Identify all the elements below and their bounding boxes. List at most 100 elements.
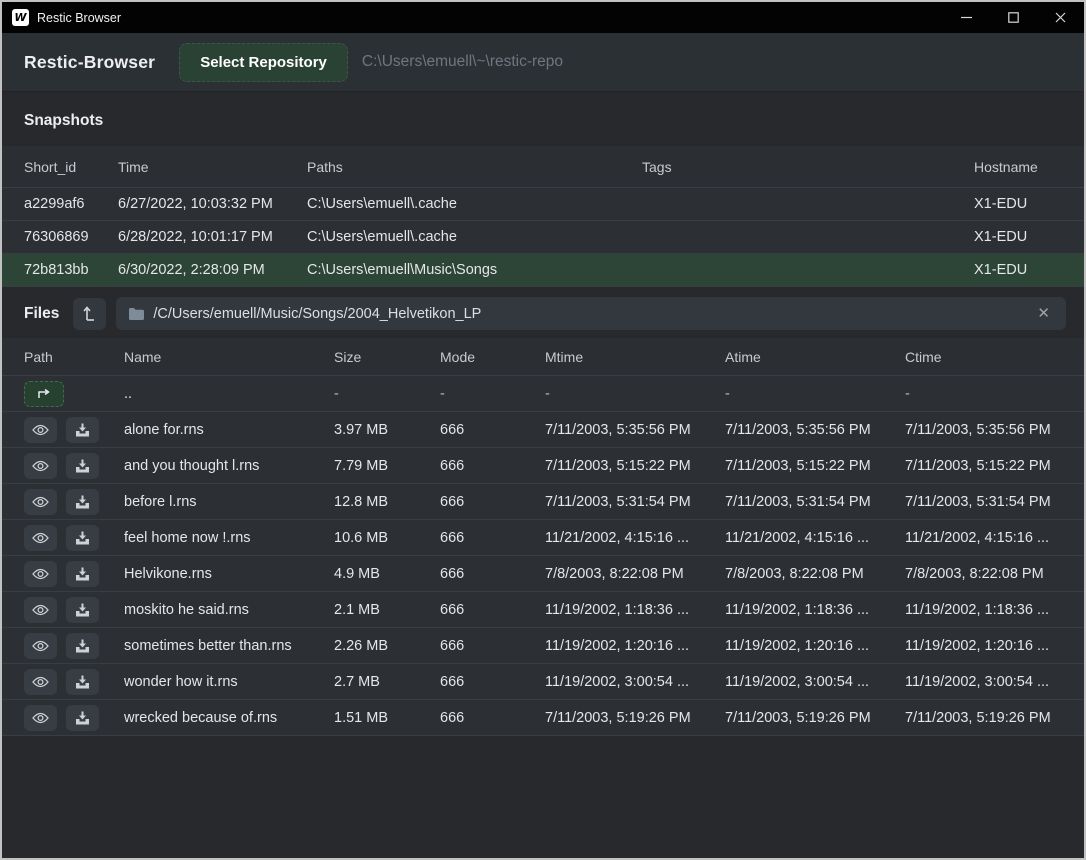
download-file-button[interactable] xyxy=(66,524,99,551)
repository-path: C:\Users\emuell\~\restic-repo xyxy=(361,53,564,70)
file-size: 12.8 MB xyxy=(334,493,388,510)
go-parent-directory-button[interactable] xyxy=(24,380,64,407)
wails-logo-icon: W xyxy=(12,9,29,26)
col-mode: Mode xyxy=(440,348,476,365)
snapshot-hostname: X1-EDU xyxy=(974,229,1028,245)
select-repository-button[interactable]: Select Repository xyxy=(179,42,348,82)
eye-icon xyxy=(32,712,49,723)
file-ctime: 11/21/2002, 4:15:16 ... xyxy=(905,529,1050,546)
file-size: 2.1 MB xyxy=(334,601,380,618)
col-time: Time xyxy=(118,158,149,175)
files-path-input[interactable]: /C/Users/emuell/Music/Songs/2004_Helveti… xyxy=(116,297,1066,330)
parent-directory-icon xyxy=(38,388,50,398)
snapshot-paths: C:\Users\emuell\.cache xyxy=(307,196,457,212)
col-tags: Tags xyxy=(642,158,672,175)
close-button[interactable] xyxy=(1037,2,1084,33)
file-mtime: 11/19/2002, 3:00:54 ... xyxy=(545,673,690,690)
window-title: Restic Browser xyxy=(37,10,122,25)
snapshots-table-body: a2299af6 6/27/2022, 10:03:32 PM C:\Users… xyxy=(2,188,1084,287)
file-atime: 11/21/2002, 4:15:16 ... xyxy=(725,529,870,546)
file-row[interactable]: Helvikone.rns 4.9 MB 666 7/8/2003, 8:22:… xyxy=(2,556,1084,592)
file-mode: 666 xyxy=(440,637,465,654)
download-file-button[interactable] xyxy=(66,560,99,587)
download-file-button[interactable] xyxy=(66,416,99,443)
parent-directory-row: .. - - - - - xyxy=(2,376,1084,412)
file-size: 2.7 MB xyxy=(334,673,380,690)
preview-file-button[interactable] xyxy=(24,524,57,551)
file-mtime: 7/11/2003, 5:35:56 PM xyxy=(545,421,691,438)
minimize-icon xyxy=(961,16,972,19)
files-path-value: /C/Users/emuell/Music/Songs/2004_Helveti… xyxy=(153,305,482,322)
file-mtime: 7/11/2003, 5:19:26 PM xyxy=(545,709,691,726)
download-file-button[interactable] xyxy=(66,488,99,515)
file-row[interactable]: wonder how it.rns 2.7 MB 666 11/19/2002,… xyxy=(2,664,1084,700)
snapshot-short-id: 76306869 xyxy=(24,229,89,245)
snapshot-row[interactable]: 76306869 6/28/2022, 10:01:17 PM C:\Users… xyxy=(2,221,1084,254)
file-name: and you thought l.rns xyxy=(124,457,260,474)
download-file-button[interactable] xyxy=(66,632,99,659)
file-ctime: 7/11/2003, 5:35:56 PM xyxy=(905,421,1051,438)
titlebar: W Restic Browser xyxy=(2,2,1084,33)
preview-file-button[interactable] xyxy=(24,560,57,587)
preview-file-button[interactable] xyxy=(24,668,57,695)
preview-file-button[interactable] xyxy=(24,488,57,515)
parent-atime: - xyxy=(725,385,730,402)
file-row[interactable]: wrecked because of.rns 1.51 MB 666 7/11/… xyxy=(2,700,1084,736)
eye-icon xyxy=(32,424,49,435)
snapshot-row[interactable]: a2299af6 6/27/2022, 10:03:32 PM C:\Users… xyxy=(2,188,1084,221)
snapshots-section-header: Snapshots xyxy=(2,92,1084,146)
file-atime: 7/11/2003, 5:35:56 PM xyxy=(725,421,871,438)
file-size: 1.51 MB xyxy=(334,709,388,726)
maximize-button[interactable] xyxy=(990,2,1037,33)
up-directory-button[interactable] xyxy=(73,297,107,330)
eye-icon xyxy=(32,676,49,687)
download-icon xyxy=(76,603,89,616)
eye-icon xyxy=(32,496,49,507)
col-hostname: Hostname xyxy=(974,158,1038,175)
file-row[interactable]: alone for.rns 3.97 MB 666 7/11/2003, 5:3… xyxy=(2,412,1084,448)
parent-ctime: - xyxy=(905,385,910,402)
col-name: Name xyxy=(124,348,162,365)
window-controls xyxy=(943,2,1084,33)
file-mtime: 11/19/2002, 1:20:16 ... xyxy=(545,637,690,654)
download-icon xyxy=(76,639,89,652)
file-row[interactable]: before l.rns 12.8 MB 666 7/11/2003, 5:31… xyxy=(2,484,1084,520)
snapshots-title: Snapshots xyxy=(24,112,104,129)
preview-file-button[interactable] xyxy=(24,632,57,659)
file-row[interactable]: feel home now !.rns 10.6 MB 666 11/21/20… xyxy=(2,520,1084,556)
col-ctime: Ctime xyxy=(905,348,942,365)
file-mode: 666 xyxy=(440,673,465,690)
snapshot-paths: C:\Users\emuell\Music\Songs xyxy=(307,262,498,278)
preview-file-button[interactable] xyxy=(24,704,57,731)
file-atime: 11/19/2002, 3:00:54 ... xyxy=(725,673,870,690)
snapshot-row[interactable]: 72b813bb 6/30/2022, 2:28:09 PM C:\Users\… xyxy=(2,254,1084,287)
file-atime: 11/19/2002, 1:20:16 ... xyxy=(725,637,870,654)
file-mtime: 7/11/2003, 5:15:22 PM xyxy=(545,457,691,474)
file-row[interactable]: and you thought l.rns 7.79 MB 666 7/11/2… xyxy=(2,448,1084,484)
download-icon xyxy=(76,567,89,580)
preview-file-button[interactable] xyxy=(24,596,57,623)
snapshot-hostname: X1-EDU xyxy=(974,262,1028,278)
file-atime: 11/19/2002, 1:18:36 ... xyxy=(725,601,870,618)
download-file-button[interactable] xyxy=(66,452,99,479)
file-ctime: 11/19/2002, 1:20:16 ... xyxy=(905,637,1050,654)
snapshot-short-id: a2299af6 xyxy=(24,196,85,212)
file-row[interactable]: moskito he said.rns 2.1 MB 666 11/19/200… xyxy=(2,592,1084,628)
download-file-button[interactable] xyxy=(66,596,99,623)
files-title: Files xyxy=(24,304,60,322)
file-mtime: 11/19/2002, 1:18:36 ... xyxy=(545,601,690,618)
clear-path-button[interactable]: ✕ xyxy=(1031,302,1056,325)
download-file-button[interactable] xyxy=(66,704,99,731)
preview-file-button[interactable] xyxy=(24,452,57,479)
download-file-button[interactable] xyxy=(66,668,99,695)
snapshot-time: 6/30/2022, 2:28:09 PM xyxy=(118,262,265,278)
files-table-header: Path Name Size Mode Mtime Atime Ctime xyxy=(2,338,1084,376)
file-atime: 7/11/2003, 5:31:54 PM xyxy=(725,493,871,510)
col-short-id: Short_id xyxy=(24,158,77,175)
col-paths: Paths xyxy=(307,158,343,175)
preview-file-button[interactable] xyxy=(24,416,57,443)
maximize-icon xyxy=(1008,12,1019,23)
file-name: feel home now !.rns xyxy=(124,529,251,546)
file-row[interactable]: sometimes better than.rns 2.26 MB 666 11… xyxy=(2,628,1084,664)
minimize-button[interactable] xyxy=(943,2,990,33)
